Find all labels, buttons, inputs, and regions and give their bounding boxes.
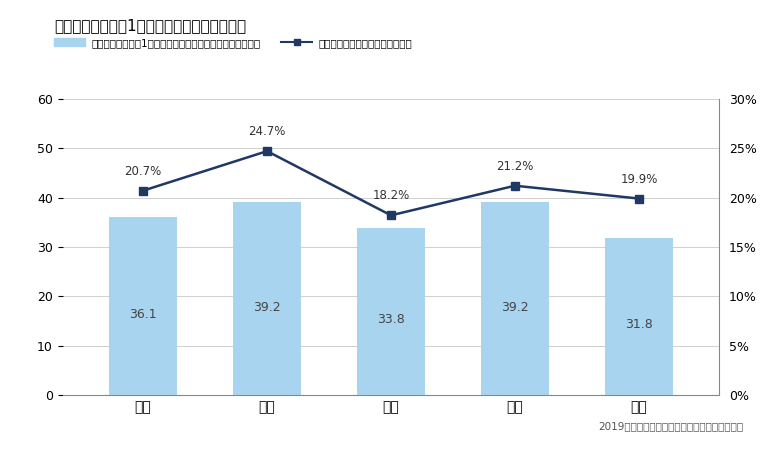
Text: 36.1: 36.1 [129,308,157,321]
Text: 2019年卒マイナビ大学生のライフスタイル調査: 2019年卒マイナビ大学生のライフスタイル調査 [597,421,743,431]
Text: 19.9%: 19.9% [620,173,658,186]
Bar [357,228,425,395]
Text: スマートフォンの1日あたり動画視聴時間平均: スマートフォンの1日あたり動画視聴時間平均 [55,18,247,33]
Text: 18.2%: 18.2% [372,189,410,202]
Text: 39.2: 39.2 [501,301,529,314]
Bar [233,202,301,395]
Text: 33.8: 33.8 [377,313,405,326]
Text: 24.7%: 24.7% [249,125,285,138]
Text: 21.2%: 21.2% [497,160,533,173]
Bar [604,238,673,395]
Text: 20.7%: 20.7% [124,165,162,178]
Bar [481,202,549,395]
Bar [109,217,178,395]
Text: 39.2: 39.2 [253,301,281,314]
Legend: スマートフォンの1日あたり動画視聴時間平均（単位：分）, 動画視聴平均時間／利用平均時間: スマートフォンの1日あたり動画視聴時間平均（単位：分）, 動画視聴平均時間／利用… [49,34,417,52]
Text: 31.8: 31.8 [625,318,653,331]
